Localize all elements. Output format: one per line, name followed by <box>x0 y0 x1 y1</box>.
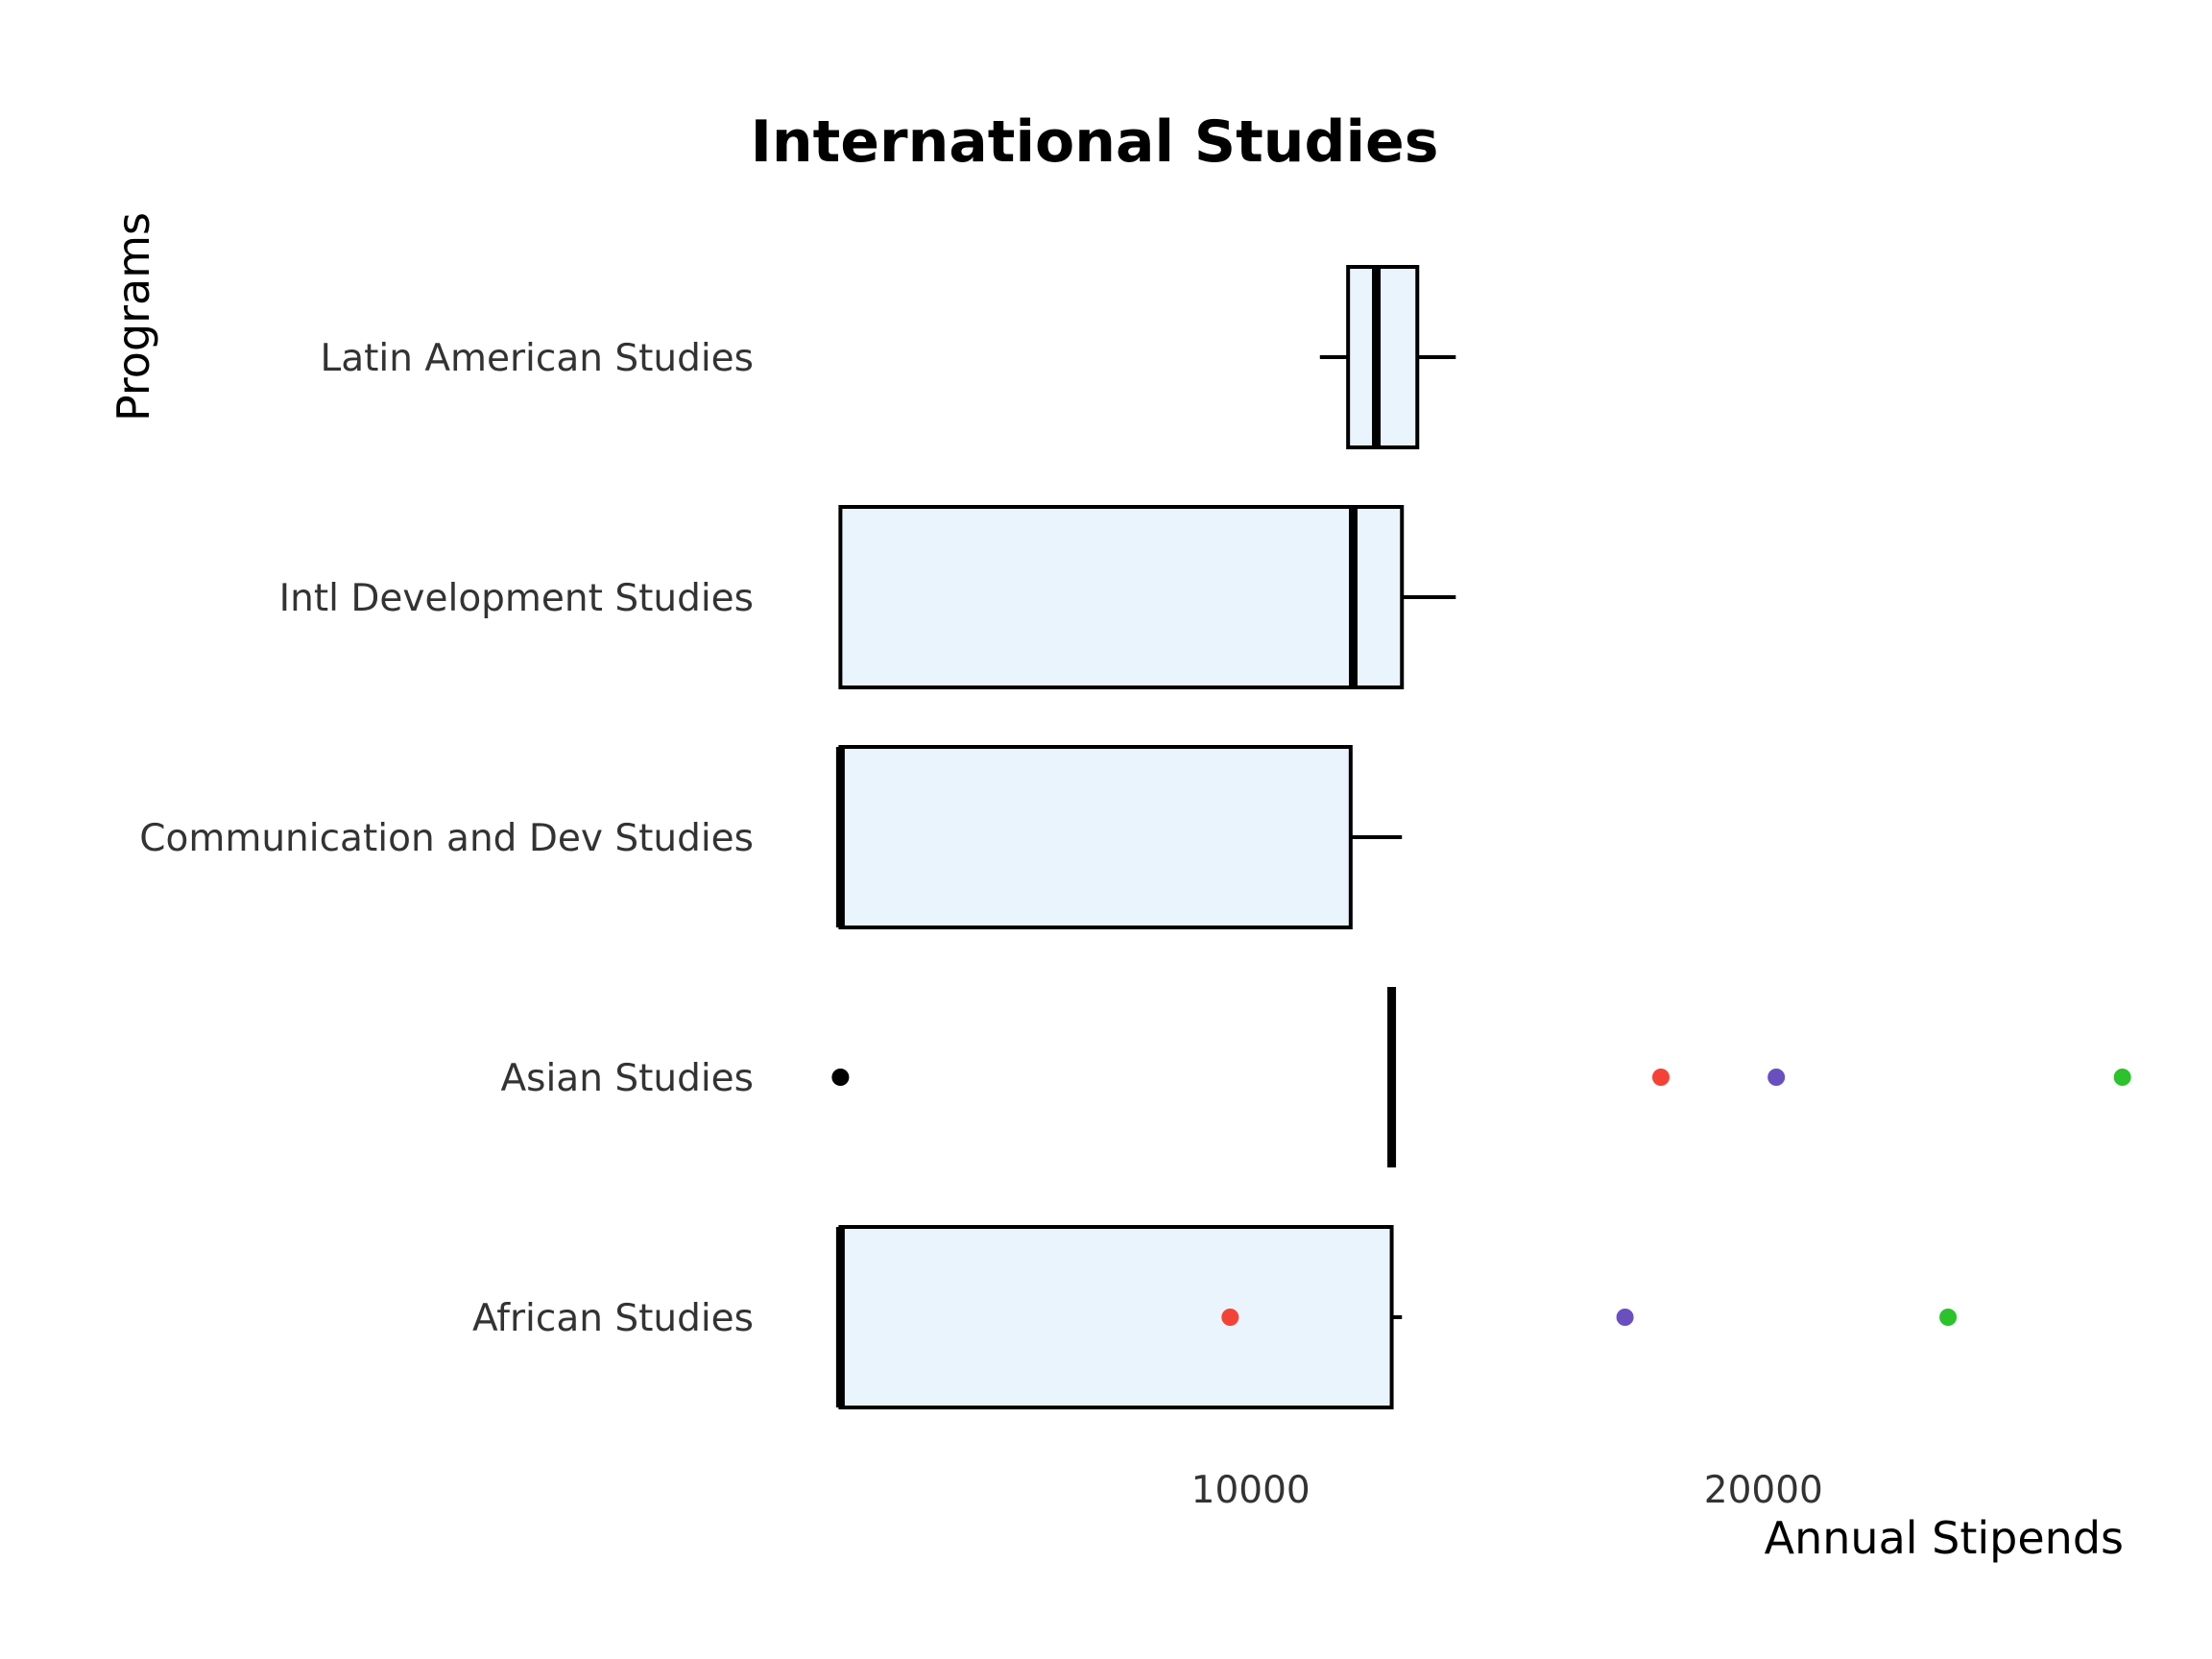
box-body <box>1346 265 1420 449</box>
y-tick-label: Intl Development Studies <box>279 577 754 620</box>
box-body <box>838 745 1353 929</box>
box-communication-and-dev-studies <box>835 745 1403 929</box>
y-tick-label: Latin American Studies <box>320 337 754 380</box>
data-point <box>1767 1069 1786 1086</box>
x-tick-label: 20000 <box>1704 1469 1823 1512</box>
chart-title: International Studies <box>751 108 1439 176</box>
data-point <box>1939 1309 1958 1326</box>
box-body <box>838 1225 1394 1409</box>
y-axis-title: Programs <box>108 212 159 421</box>
box-body <box>838 505 1405 689</box>
y-tick-label: Communication and Dev Studies <box>139 817 754 860</box>
data-point <box>2113 1069 2131 1086</box>
y-tick-label: African Studies <box>472 1297 754 1340</box>
data-point <box>831 1069 850 1086</box>
point-series <box>831 1069 2131 1326</box>
x-axis-tick-labels: 10000 20000 <box>1191 1469 1823 1512</box>
box-latin-american-studies <box>1319 265 1456 449</box>
data-point <box>1651 1069 1670 1086</box>
data-point <box>1221 1309 1239 1326</box>
x-tick-label: 10000 <box>1191 1469 1310 1512</box>
x-axis-title: Annual Stipends <box>1765 1512 2124 1564</box>
box-series <box>835 265 1456 1409</box>
y-axis-tick-labels: Latin American Studies Intl Development S… <box>139 337 754 1340</box>
data-point <box>1616 1309 1634 1326</box>
y-tick-label: Asian Studies <box>500 1057 754 1100</box>
box-intl-development-studies <box>838 505 1456 689</box>
box-african-studies <box>835 1225 1403 1409</box>
